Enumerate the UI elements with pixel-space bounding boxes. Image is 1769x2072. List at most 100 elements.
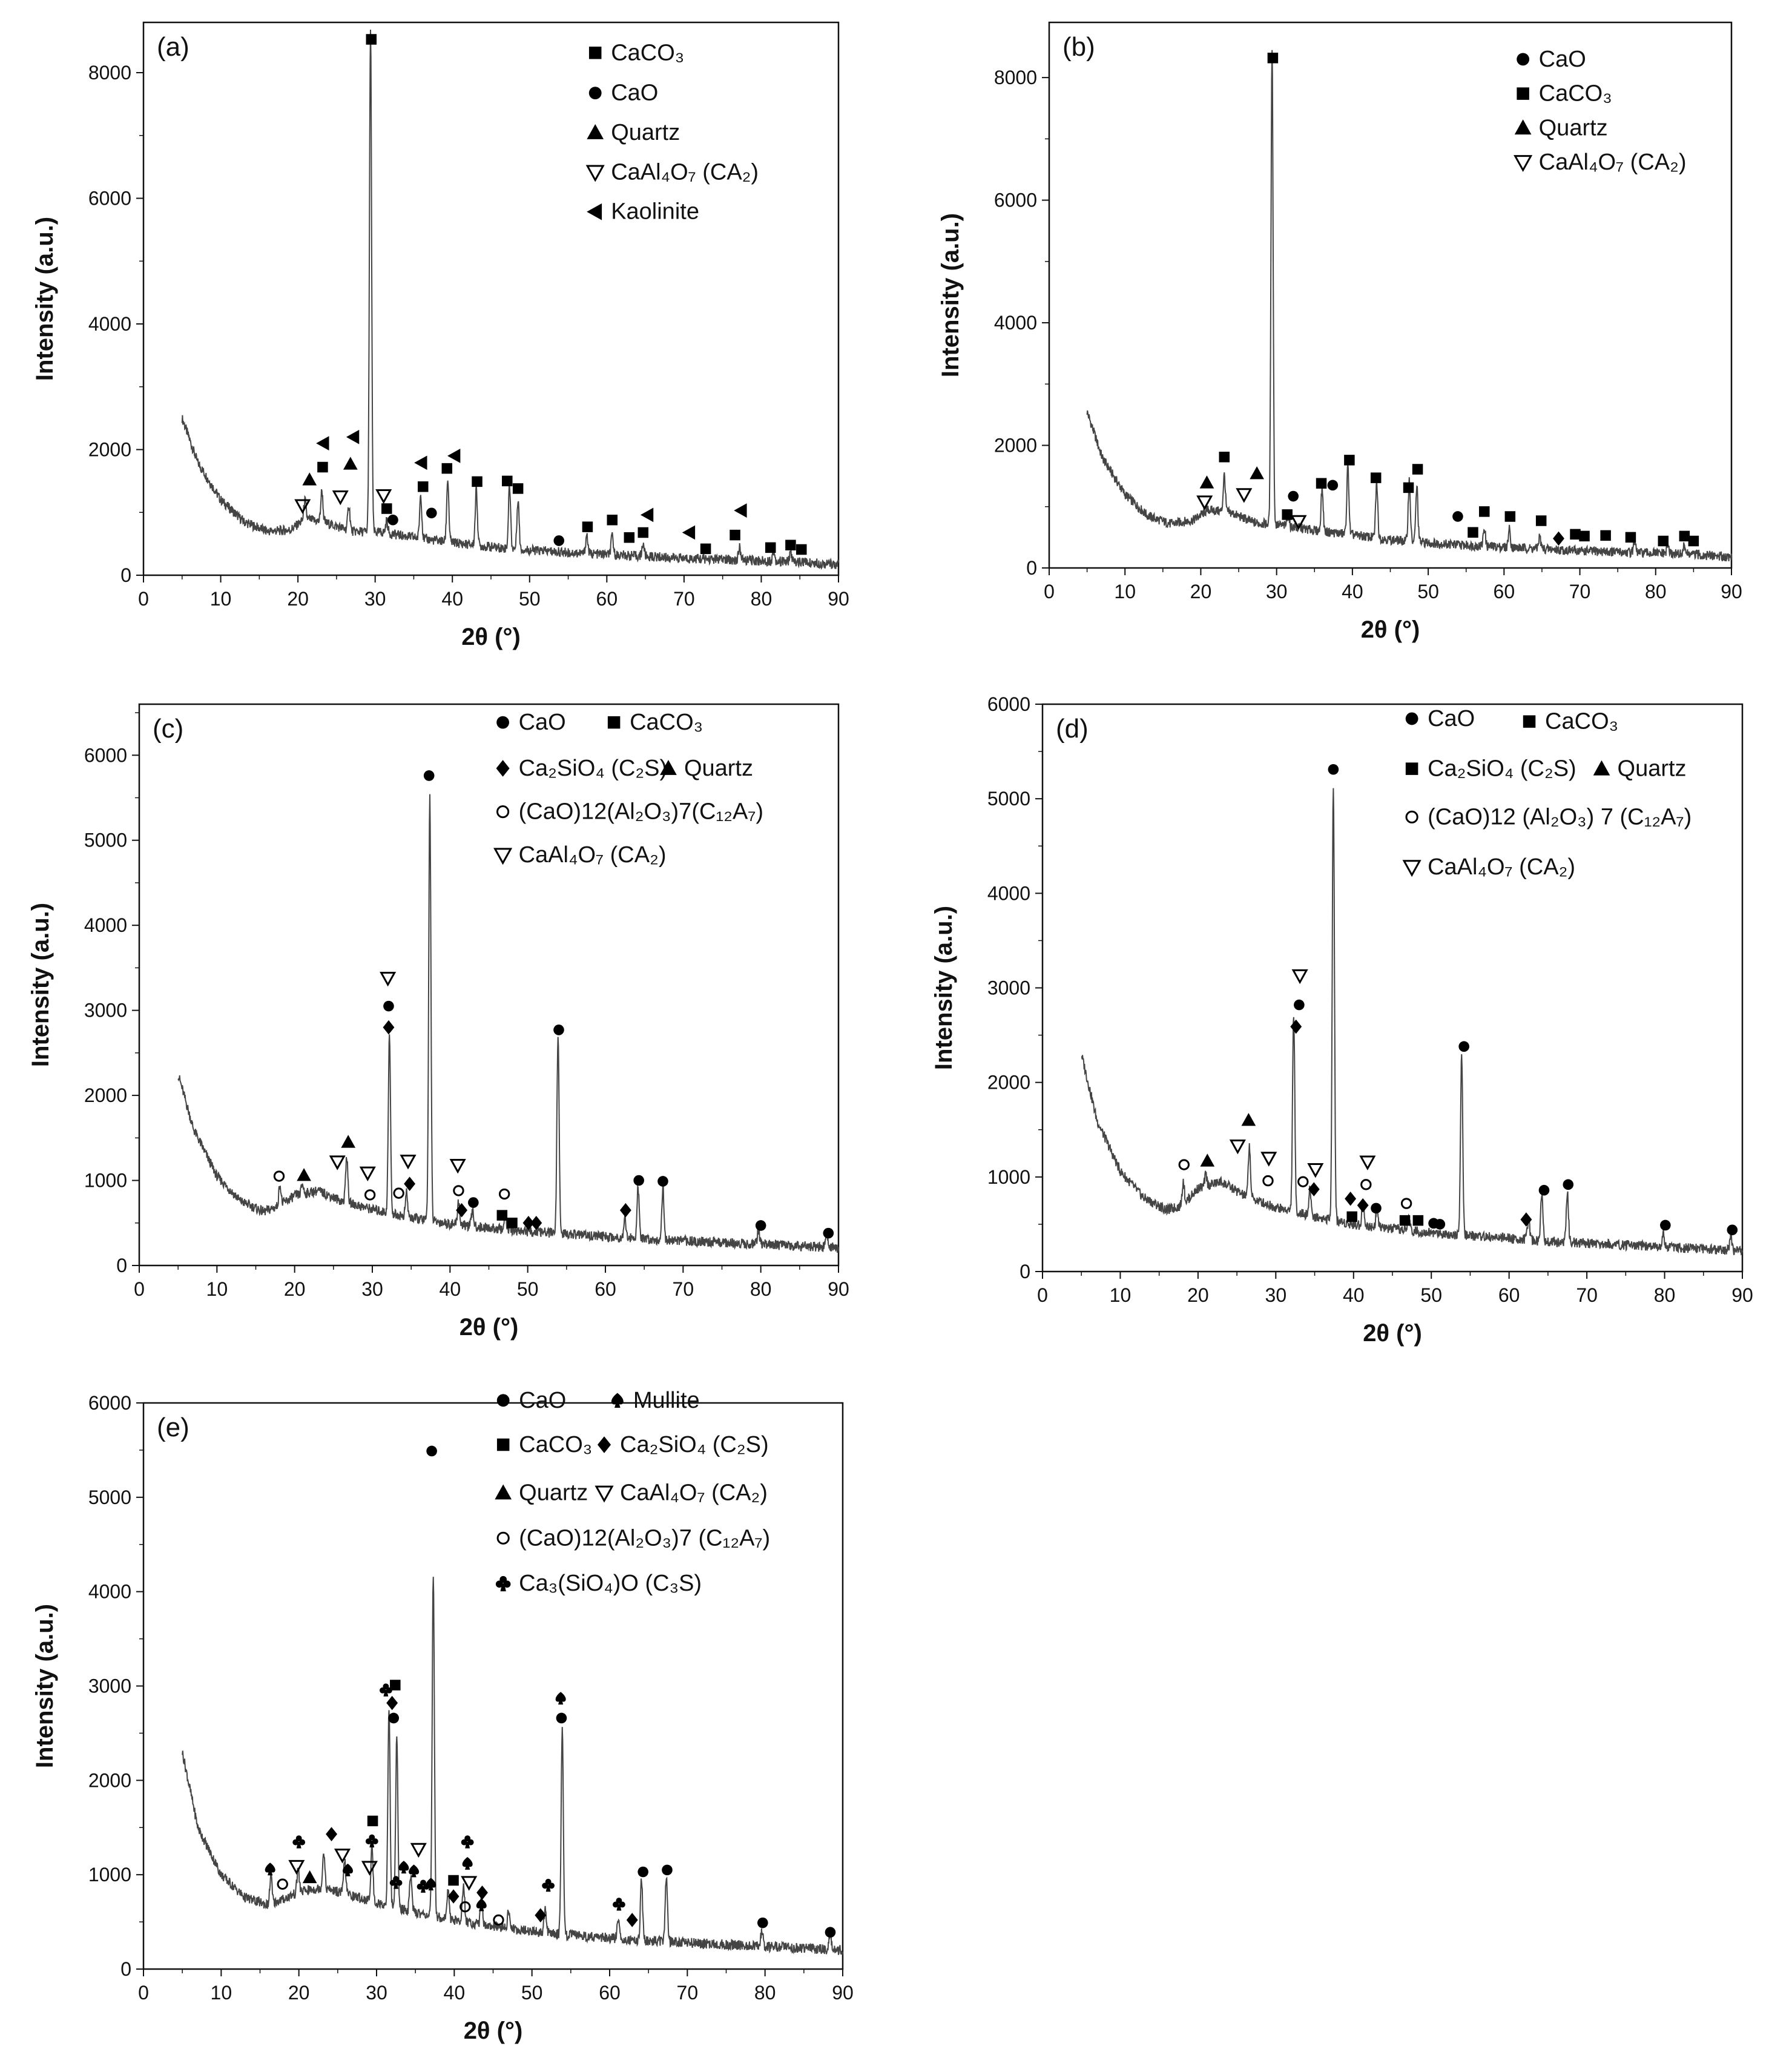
legend-label: Quartz bbox=[519, 1480, 588, 1506]
phase-marker bbox=[682, 525, 696, 540]
legend-label: Quartz bbox=[1539, 115, 1608, 140]
x-tick-label: 70 bbox=[677, 1982, 699, 2004]
legend-marker bbox=[595, 1485, 614, 1503]
legend-marker bbox=[585, 165, 605, 182]
x-tick-label: 60 bbox=[1498, 1284, 1520, 1306]
phase-marker bbox=[366, 34, 377, 45]
phase-marker bbox=[1316, 478, 1327, 489]
phase-marker bbox=[1359, 1155, 1376, 1170]
phase-marker bbox=[468, 1197, 479, 1208]
x-tick-label: 0 bbox=[134, 1278, 145, 1300]
x-tick-label: 90 bbox=[1721, 581, 1742, 602]
legend-marker bbox=[597, 1436, 611, 1453]
x-tick-label: 50 bbox=[521, 1982, 543, 2004]
phase-marker bbox=[1260, 1152, 1277, 1167]
x-tick-label: 80 bbox=[751, 588, 772, 610]
xrd-trace bbox=[181, 29, 839, 570]
phase-marker bbox=[512, 483, 524, 494]
phase-marker bbox=[375, 489, 392, 504]
phase-marker bbox=[553, 535, 565, 546]
phase-marker bbox=[383, 1020, 395, 1035]
phase-marker bbox=[332, 490, 349, 506]
xrd-trace bbox=[182, 1577, 843, 1955]
y-tick-label: 5000 bbox=[987, 788, 1030, 810]
legend-marker bbox=[1405, 762, 1418, 775]
phase-marker bbox=[496, 1210, 508, 1221]
x-tick-label: 60 bbox=[596, 588, 618, 610]
phase-marker bbox=[476, 1885, 488, 1900]
legend-label: Kaolinite bbox=[611, 199, 699, 225]
x-tick-label: 80 bbox=[754, 1982, 776, 2004]
phase-marker bbox=[1250, 466, 1264, 480]
x-axis-title: 2θ (°) bbox=[1361, 616, 1420, 643]
phase-marker bbox=[389, 1876, 403, 1889]
legend-label: CaCO₃ bbox=[611, 40, 684, 65]
phase-marker bbox=[462, 1856, 473, 1870]
legend-marker bbox=[1517, 53, 1530, 66]
plot-frame bbox=[138, 703, 840, 1267]
phase-marker bbox=[825, 1927, 836, 1938]
phase-marker bbox=[1403, 482, 1414, 493]
legend-label: CaAl₄O₇ (CA₂) bbox=[620, 1480, 768, 1506]
legend-marker bbox=[496, 716, 509, 729]
chart-panel: 0 10 20 30 40 50 60 70 80 90 0 1000 2000 3000 4000 5000… bbox=[27, 703, 849, 1341]
x-tick-label: 80 bbox=[1654, 1284, 1676, 1306]
phase-marker bbox=[453, 1185, 464, 1196]
y-tick-label: 6000 bbox=[987, 693, 1030, 715]
phase-marker bbox=[619, 1203, 631, 1218]
phase-marker bbox=[418, 481, 429, 492]
phase-marker bbox=[555, 1692, 566, 1705]
legend-label: Ca₃(SiO₄)O (C₃S) bbox=[519, 1571, 702, 1596]
legend-label: Quartz bbox=[1618, 756, 1687, 782]
phase-marker bbox=[1291, 969, 1308, 985]
legend-label: CaAl₄O₇ (CA₂) bbox=[1428, 854, 1575, 880]
phase-marker bbox=[1625, 532, 1636, 543]
phase-marker bbox=[346, 429, 360, 444]
x-tick-label: 40 bbox=[1342, 581, 1363, 602]
phase-marker bbox=[1458, 1041, 1469, 1052]
y-tick-label: 2000 bbox=[987, 1072, 1030, 1094]
phase-marker bbox=[700, 543, 711, 555]
phase-marker bbox=[426, 1445, 437, 1457]
chart-panel: 0 10 20 30 40 50 60 70 80 90 0 1000 2000 3000 4000 5000… bbox=[931, 693, 1753, 1347]
y-tick-label: 0 bbox=[120, 1958, 131, 1980]
phase-marker bbox=[343, 1863, 353, 1876]
phase-marker bbox=[364, 1189, 376, 1201]
legend-label: CaAl₄O₇ (CA₂) bbox=[1539, 150, 1687, 175]
phase-marker bbox=[460, 1901, 471, 1913]
phase-marker bbox=[1600, 530, 1611, 541]
legend-marker bbox=[1402, 860, 1421, 877]
x-tick-label: 30 bbox=[1266, 581, 1288, 602]
phase-marker bbox=[1468, 527, 1478, 538]
phase-marker bbox=[361, 1861, 378, 1876]
xrd-trace bbox=[1086, 50, 1732, 562]
phase-marker bbox=[1412, 464, 1423, 475]
x-tick-label: 30 bbox=[364, 588, 386, 610]
legend-marker bbox=[587, 203, 602, 220]
phase-marker bbox=[1479, 506, 1490, 517]
phase-marker bbox=[1327, 480, 1339, 491]
phase-marker bbox=[456, 1203, 468, 1218]
phase-marker bbox=[757, 1917, 768, 1928]
phase-marker bbox=[1297, 1176, 1309, 1187]
phase-marker bbox=[326, 1827, 338, 1841]
x-tick-label: 40 bbox=[444, 1982, 466, 2004]
phase-marker bbox=[476, 1898, 487, 1912]
phase-marker bbox=[367, 1815, 378, 1827]
x-tick-label: 30 bbox=[361, 1278, 383, 1300]
x-tick-label: 20 bbox=[1187, 1284, 1209, 1306]
phase-marker bbox=[662, 1864, 673, 1876]
phase-marker bbox=[1199, 475, 1214, 489]
phase-marker bbox=[755, 1220, 766, 1231]
phase-marker bbox=[410, 1843, 427, 1858]
legend-label: Quartz bbox=[684, 756, 753, 781]
legend-marker bbox=[496, 1438, 510, 1451]
phase-marker bbox=[273, 1170, 285, 1182]
panel-label: (e) bbox=[157, 1413, 189, 1442]
legend-marker bbox=[1517, 87, 1529, 100]
legend-marker bbox=[496, 1531, 510, 1545]
phase-marker bbox=[1660, 1219, 1671, 1231]
phase-marker bbox=[637, 1866, 648, 1878]
x-tick-label: 10 bbox=[211, 1982, 232, 2004]
